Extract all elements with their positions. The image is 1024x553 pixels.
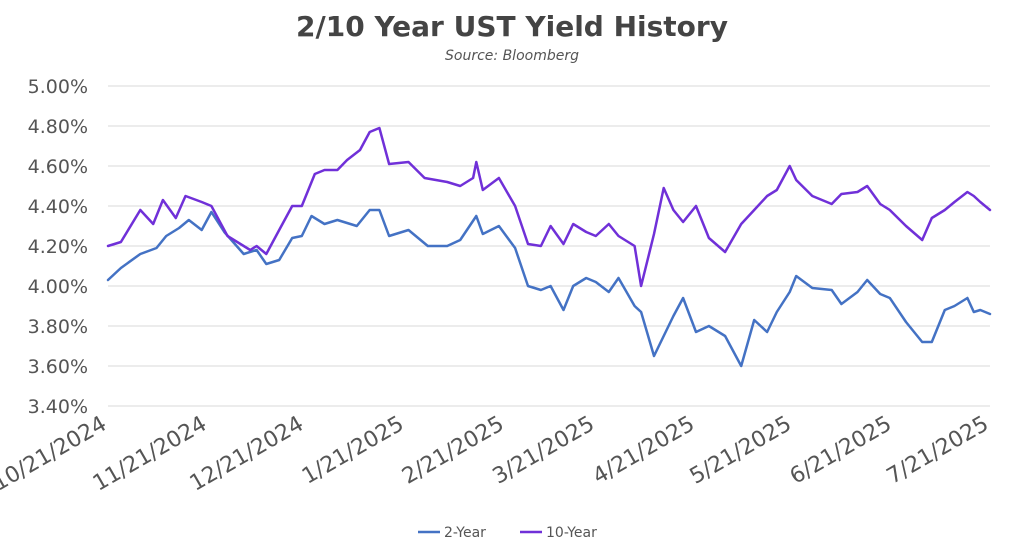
chart-subtitle: Source: Bloomberg [445, 48, 579, 64]
y-tick-label: 5.00% [28, 76, 88, 98]
y-tick-label: 4.00% [28, 276, 88, 298]
y-tick-label: 3.80% [28, 316, 88, 338]
legend: 2-Year 10-Year [418, 525, 597, 541]
x-tick-label: 5/21/2025 [686, 412, 796, 490]
y-axis-ticks: 3.40% 3.60% 3.80% 4.00% 4.20% 4.40% 4.60% 4.80%… [28, 76, 88, 418]
legend-label: 10-Year [546, 525, 597, 541]
y-tick-label: 4.80% [28, 116, 88, 138]
y-tick-label: 4.40% [28, 196, 88, 218]
y-tick-label: 3.40% [28, 396, 88, 418]
x-tick-label: 2/21/2025 [398, 412, 508, 490]
x-tick-label: 1/21/2025 [298, 412, 408, 490]
chart-title: 2/10 Year UST Yield History [296, 10, 728, 43]
series-line-10-year [106, 126, 992, 288]
series-lines [106, 126, 992, 368]
x-axis-ticks: 10/21/202411/21/202412/21/20241/21/20252… [0, 412, 993, 497]
y-tick-label: 4.60% [28, 156, 88, 178]
y-tick-label: 4.20% [28, 236, 88, 258]
x-tick-label: 7/21/2025 [883, 412, 993, 490]
y-tick-label: 3.60% [28, 356, 88, 378]
legend-label: 2-Year [444, 525, 486, 541]
series-line-2-year [106, 208, 992, 368]
x-tick-label: 4/21/2025 [589, 412, 699, 490]
gridlines [108, 85, 990, 407]
x-tick-label: 6/21/2025 [786, 412, 896, 490]
x-tick-label: 3/21/2025 [489, 412, 599, 490]
